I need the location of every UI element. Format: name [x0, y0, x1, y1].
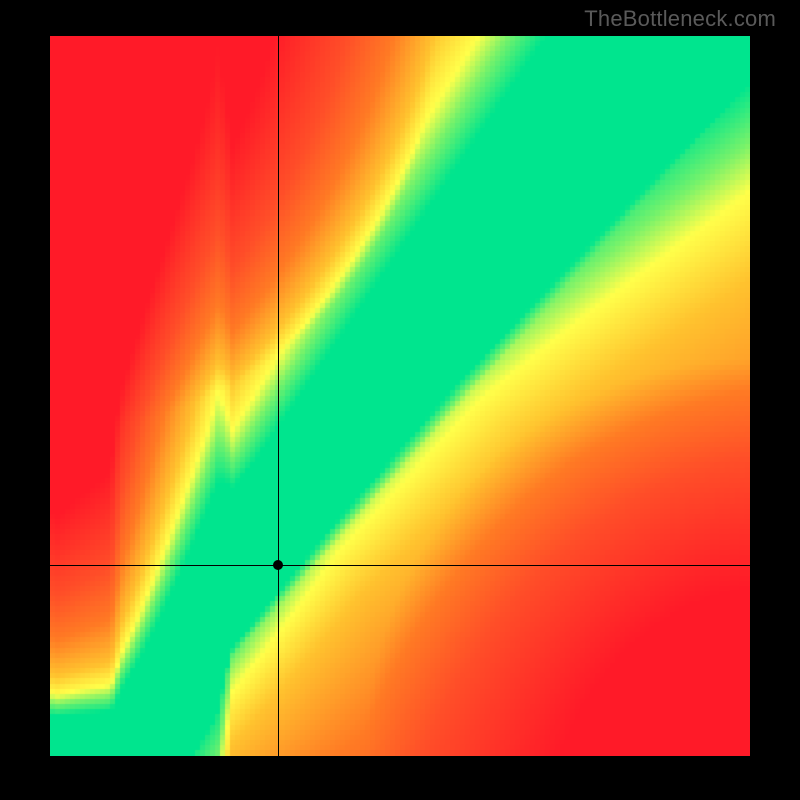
- crosshair-horizontal: [50, 565, 750, 566]
- crosshair-vertical: [278, 36, 279, 756]
- marker-dot: [273, 560, 283, 570]
- plot-area: [50, 36, 750, 756]
- watermark: TheBottleneck.com: [584, 6, 776, 32]
- heatmap-canvas: [50, 36, 750, 756]
